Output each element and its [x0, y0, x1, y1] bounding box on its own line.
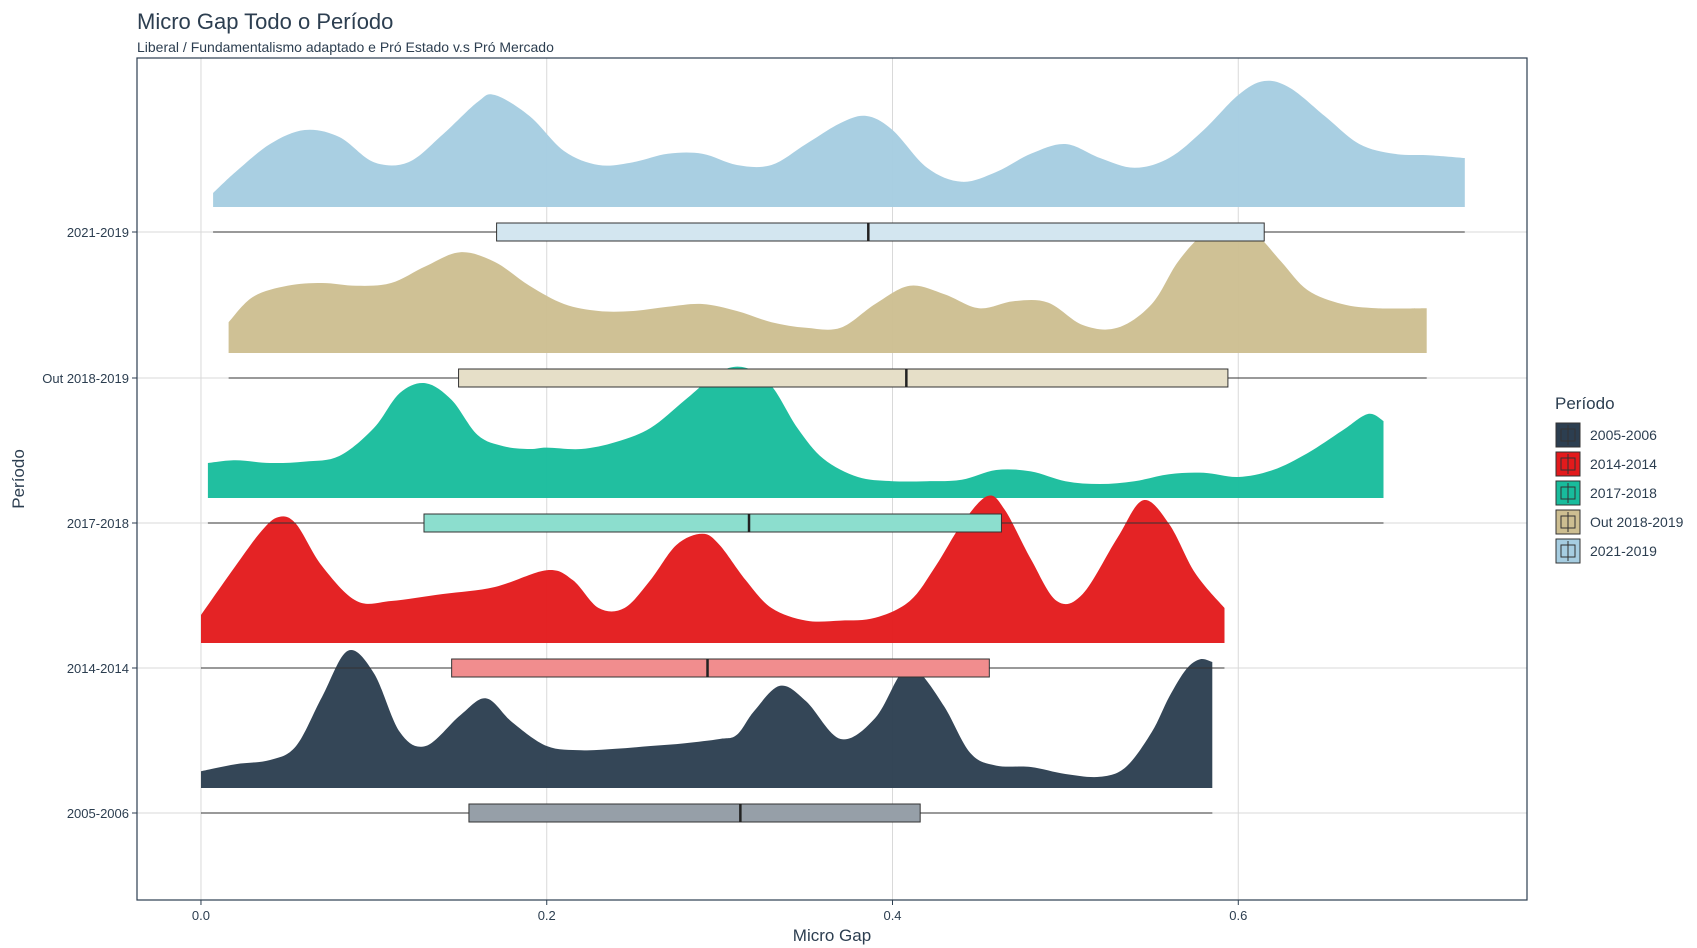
boxplot-2014-2014: [200, 658, 1225, 678]
legend-title: Período: [1555, 394, 1615, 413]
panel-border: [136, 57, 1528, 901]
legend-label: 2014-2014: [1590, 456, 1657, 472]
legend-label: 2017-2018: [1590, 485, 1657, 501]
legend-glyph-box: [1560, 515, 1576, 529]
x-tick-label-3: 0.6: [1229, 908, 1247, 923]
boxplot-out-2018-2019: [228, 368, 1427, 388]
boxplot-layer: [200, 222, 1465, 823]
y-tick-label-1: 2014-2014: [67, 661, 129, 676]
legend-item-2017-2018: 2017-2018: [1555, 480, 1657, 506]
legend-label: Out 2018-2019: [1590, 514, 1684, 530]
x-axis: 0.0 0.2 0.4 0.6: [192, 900, 1247, 923]
legend-item-2005-2006: 2005-2006: [1555, 422, 1657, 448]
density-ridge-out-2018-2019: [228, 224, 1427, 353]
x-axis-title: Micro Gap: [793, 926, 871, 945]
density-ridge-2017-2018: [207, 366, 1384, 498]
legend-item-2021-2019: 2021-2019: [1555, 538, 1657, 564]
box-iqr: [496, 222, 1265, 242]
y-tick-label-4: 2021-2019: [67, 225, 129, 240]
density-ridge-2005-2006: [201, 650, 1213, 788]
density-ridge-2021-2019: [213, 80, 1465, 207]
legend-glyph-box: [1560, 544, 1576, 558]
legend-glyph-box: [1560, 486, 1576, 500]
box-iqr: [423, 513, 1002, 533]
legend-item-out-2018-2019: Out 2018-2019: [1555, 509, 1684, 535]
box-iqr: [468, 803, 921, 823]
legend-label: 2005-2006: [1590, 427, 1657, 443]
chart-subtitle: Liberal / Fundamentalismo adaptado e Pró…: [137, 39, 554, 55]
boxplot-2017-2018: [207, 513, 1384, 533]
x-tick-label-0: 0.0: [192, 908, 210, 923]
boxplot-2021-2019: [213, 222, 1465, 242]
box-iqr: [451, 658, 990, 678]
y-tick-label-0: 2005-2006: [67, 806, 129, 821]
x-tick-label-2: 0.4: [883, 908, 901, 923]
legend: Período 2005-2006 2014-2014 2017-2018 Out 2…: [1555, 394, 1684, 564]
y-tick-label-3: Out 2018-2019: [42, 371, 129, 386]
x-tick-label-1: 0.2: [538, 908, 556, 923]
chart-title: Micro Gap Todo o Período: [137, 9, 393, 34]
y-axis-title: Período: [9, 449, 28, 509]
legend-glyph-box: [1560, 428, 1576, 442]
legend-item-2014-2014: 2014-2014: [1555, 451, 1657, 477]
y-axis: 2005-2006 2014-2014 2017-2018 Out 2018-2019…: [42, 225, 137, 821]
boxplot-2005-2006: [200, 803, 1213, 823]
y-tick-label-2: 2017-2018: [67, 516, 129, 531]
legend-glyph-box: [1560, 457, 1576, 471]
legend-label: 2021-2019: [1590, 543, 1657, 559]
box-iqr: [458, 368, 1229, 388]
density-layer: [201, 80, 1465, 788]
